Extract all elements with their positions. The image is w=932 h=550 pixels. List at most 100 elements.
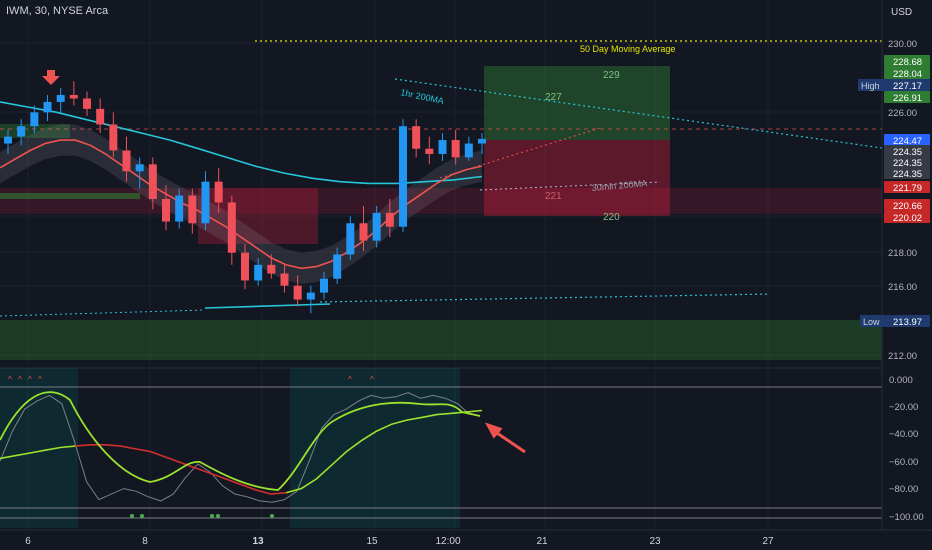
candle-body-18 bbox=[241, 252, 249, 281]
candle-body-6 bbox=[83, 98, 91, 109]
oscillator-pane: ^ ^ ^ ^ ^ ^ bbox=[0, 367, 932, 528]
osc-signal-green-b bbox=[285, 409, 483, 494]
price-tick-2: 218.00 bbox=[888, 248, 917, 259]
price-badge-text-7: 224.35 bbox=[893, 169, 922, 180]
candle-body-4 bbox=[56, 95, 65, 102]
candle-body-19 bbox=[254, 264, 263, 281]
candle-body-7 bbox=[96, 108, 105, 125]
candle-body-31 bbox=[412, 126, 421, 149]
price-badge-text-10: 220.02 bbox=[893, 213, 922, 224]
support-zone bbox=[0, 320, 882, 360]
level-220-label: 220 bbox=[603, 212, 620, 223]
pointer-arrow-icon bbox=[484, 422, 526, 454]
price-badge-text-8: 221.79 bbox=[893, 183, 922, 194]
osc-raw-line bbox=[0, 392, 471, 503]
resistance-band bbox=[0, 188, 882, 214]
candle-body-15 bbox=[201, 181, 210, 224]
symbol-header: IWM, 30, NYSE Arca bbox=[6, 5, 109, 17]
price-badge-11 bbox=[884, 315, 930, 327]
time-label-6: 23 bbox=[649, 536, 661, 547]
price-badge-3 bbox=[884, 91, 930, 103]
long-target-zone bbox=[484, 66, 670, 140]
price-badge-text-6: 224.35 bbox=[893, 158, 922, 169]
candle-body-30 bbox=[399, 126, 407, 227]
high-label: High bbox=[861, 81, 880, 91]
price-badge-text-0: 228.68 bbox=[893, 57, 922, 68]
lower-trend-left bbox=[0, 309, 206, 317]
candle-body-0 bbox=[4, 136, 12, 144]
candle-body-1 bbox=[17, 126, 26, 137]
price-badge-5 bbox=[884, 145, 930, 157]
price-badge-text-9: 220.66 bbox=[893, 201, 922, 212]
price-badge-text-5: 224.35 bbox=[893, 147, 922, 158]
osc-dot-1 bbox=[140, 514, 144, 518]
time-label-5: 21 bbox=[536, 536, 548, 547]
osc-tick-5: −100.00 bbox=[889, 512, 924, 523]
ma50-label: 50 Day Moving Average bbox=[580, 44, 675, 54]
currency-label: USD bbox=[891, 7, 912, 18]
candle-body-24 bbox=[320, 278, 328, 293]
price-badge-4 bbox=[884, 134, 930, 146]
zones bbox=[0, 66, 882, 360]
candle-body-33 bbox=[438, 140, 447, 154]
indicator-lines bbox=[0, 40, 883, 317]
time-label-7: 27 bbox=[762, 536, 774, 547]
time-label-3: 15 bbox=[366, 536, 378, 547]
time-label-2: 13 bbox=[252, 536, 264, 547]
price-badge-text-3: 226.91 bbox=[893, 93, 922, 104]
high-label-bg bbox=[858, 79, 884, 91]
price-badge-text-1: 228.04 bbox=[893, 69, 922, 80]
level-227-label: 227 bbox=[545, 92, 562, 103]
candle-body-29 bbox=[385, 212, 394, 227]
osc-marker-top-3: ^ bbox=[38, 375, 42, 384]
price-badge-7 bbox=[884, 167, 930, 179]
candle-body-20 bbox=[267, 264, 276, 274]
osc-dot-3 bbox=[216, 514, 220, 518]
price-tick-4: 212.00 bbox=[888, 351, 917, 362]
candle-body-3 bbox=[43, 101, 52, 113]
long-stop-zone bbox=[484, 140, 670, 216]
candle-body-12 bbox=[162, 199, 170, 222]
candle-body-11 bbox=[148, 164, 157, 199]
candle-body-25 bbox=[333, 254, 342, 279]
price-tick-3: 216.00 bbox=[888, 282, 917, 293]
osc-tick-0: 0.000 bbox=[889, 375, 913, 386]
osc-dot-0 bbox=[130, 514, 134, 518]
ma-30min-label: 30min 200MA bbox=[591, 178, 647, 193]
price-tick-0: 230.00 bbox=[888, 39, 917, 50]
price-badge-0 bbox=[884, 55, 930, 67]
lower-trend-solid bbox=[204, 303, 331, 309]
ma-1hr-line bbox=[394, 78, 883, 149]
down-arrow-icon bbox=[42, 70, 60, 85]
candle-body-13 bbox=[175, 195, 184, 222]
candle-body-5 bbox=[69, 95, 78, 99]
osc-signal-green-a bbox=[0, 445, 76, 460]
price-badge-2 bbox=[884, 79, 930, 91]
candle-body-14 bbox=[188, 195, 197, 224]
osc-dot-2 bbox=[210, 514, 214, 518]
candle-body-32 bbox=[425, 148, 434, 154]
osc-tick-3: −60.00 bbox=[889, 457, 918, 468]
price-badge-10 bbox=[884, 211, 930, 223]
grid bbox=[0, 0, 882, 530]
osc-tick-4: −80.00 bbox=[889, 484, 918, 495]
low-label: Low bbox=[863, 317, 880, 327]
level-229-label: 229 bbox=[603, 70, 620, 81]
osc-tick-2: −40.00 bbox=[889, 429, 918, 440]
candle-body-34 bbox=[451, 140, 460, 158]
candle-body-10 bbox=[135, 164, 144, 172]
candle-body-35 bbox=[464, 143, 473, 158]
candle-body-36 bbox=[478, 138, 486, 144]
price-badge-8 bbox=[884, 181, 930, 193]
price-badge-1 bbox=[884, 67, 930, 79]
time-label-0: 6 bbox=[25, 536, 31, 547]
candle-body-17 bbox=[227, 202, 236, 253]
candle-body-2 bbox=[30, 112, 39, 127]
osc-marker-top-2: ^ bbox=[28, 375, 32, 384]
time-axis: 6 8 13 15 12:00 21 23 27 bbox=[0, 529, 932, 550]
price-badge-9 bbox=[884, 199, 930, 211]
candle-body-22 bbox=[293, 285, 302, 300]
candle-body-16 bbox=[214, 181, 223, 203]
candle-body-23 bbox=[306, 292, 315, 300]
